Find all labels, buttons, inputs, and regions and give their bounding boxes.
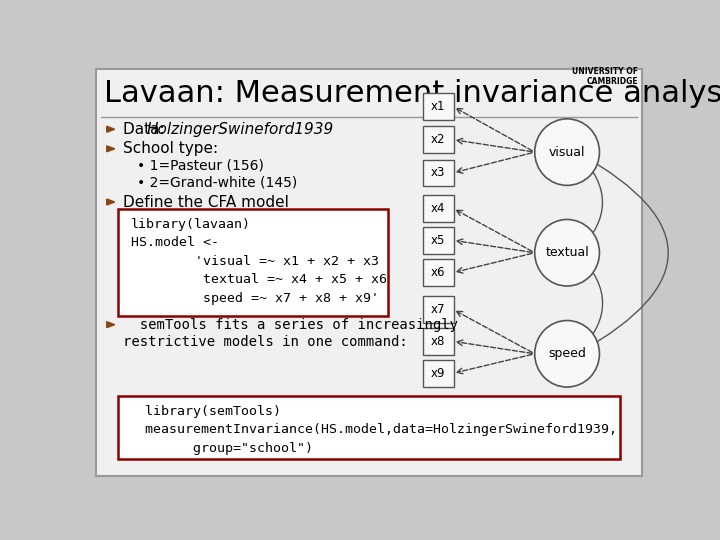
Text: x1: x1	[431, 100, 446, 113]
Text: UNIVERSITY OF
CAMBRIDGE: UNIVERSITY OF CAMBRIDGE	[572, 67, 638, 86]
Text: library(lavaan)
HS.model <-
        'visual =~ x1 + x2 + x3
         textual =~ : library(lavaan) HS.model <- 'visual =~ x…	[131, 218, 387, 305]
Text: HolzingerSwineford1939: HolzingerSwineford1939	[147, 122, 334, 137]
FancyBboxPatch shape	[423, 328, 454, 355]
Text: Define the CFA model: Define the CFA model	[124, 194, 289, 210]
Text: Data:: Data:	[124, 122, 170, 137]
Polygon shape	[107, 126, 114, 132]
Ellipse shape	[535, 219, 600, 286]
Text: restrictive models in one command:: restrictive models in one command:	[124, 335, 408, 349]
FancyBboxPatch shape	[423, 227, 454, 254]
Text: x5: x5	[431, 234, 446, 247]
Text: x3: x3	[431, 166, 446, 179]
Text: Lavaan: Measurement invariance analysis: Lavaan: Measurement invariance analysis	[104, 79, 720, 109]
FancyBboxPatch shape	[423, 259, 454, 286]
Text: x9: x9	[431, 367, 446, 380]
FancyBboxPatch shape	[119, 396, 619, 460]
FancyBboxPatch shape	[423, 126, 454, 153]
FancyBboxPatch shape	[96, 69, 642, 476]
FancyBboxPatch shape	[423, 160, 454, 186]
FancyBboxPatch shape	[423, 93, 454, 120]
FancyBboxPatch shape	[423, 296, 454, 322]
FancyBboxPatch shape	[119, 208, 388, 316]
Text: x4: x4	[431, 202, 446, 215]
Text: semTools fits a series of increasingly: semTools fits a series of increasingly	[124, 318, 459, 332]
Text: • 1=Pasteur (156): • 1=Pasteur (156)	[138, 158, 264, 172]
Ellipse shape	[535, 321, 600, 387]
Ellipse shape	[535, 119, 600, 185]
Text: speed: speed	[548, 347, 586, 360]
Text: textual: textual	[545, 246, 589, 259]
Text: x6: x6	[431, 266, 446, 279]
Text: • 2=Grand-white (145): • 2=Grand-white (145)	[138, 175, 297, 189]
Text: x7: x7	[431, 303, 446, 316]
Text: x2: x2	[431, 133, 446, 146]
FancyBboxPatch shape	[423, 195, 454, 221]
Text: School type:: School type:	[124, 141, 219, 156]
Polygon shape	[107, 199, 114, 205]
Text: x8: x8	[431, 335, 446, 348]
Text: library(semTools)
  measurementInvariance(HS.model,data=HolzingerSwineford1939,
: library(semTools) measurementInvariance(…	[129, 405, 617, 455]
FancyBboxPatch shape	[423, 360, 454, 387]
Polygon shape	[107, 146, 114, 152]
Text: visual: visual	[549, 146, 585, 159]
Polygon shape	[107, 322, 114, 328]
